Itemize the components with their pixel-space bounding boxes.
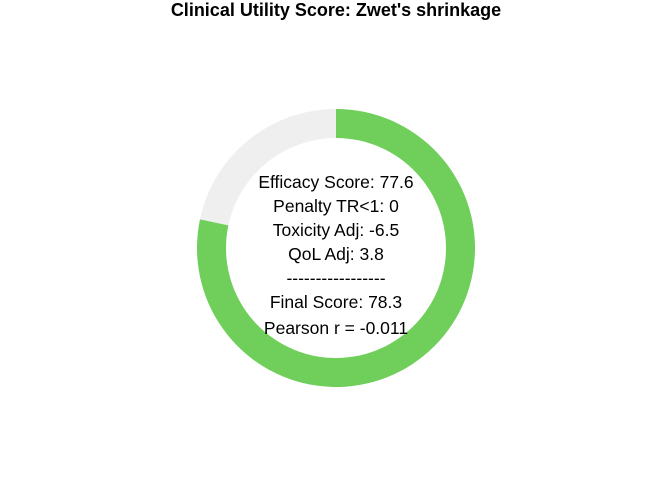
qol-adjustment-label: QoL Adj: 3.8 (288, 244, 384, 264)
chart-title: Clinical Utility Score: Zwet's shrinkage (171, 0, 501, 20)
efficacy-score-label: Efficacy Score: 77.6 (258, 172, 413, 192)
final-score-label: Final Score: 78.3 (270, 292, 402, 312)
remaining-arc (199, 109, 336, 226)
toxicity-adjustment-label: Toxicity Adj: -6.5 (273, 220, 399, 240)
center-summary: Efficacy Score: 77.6 Penalty TR<1: 0 Tox… (258, 172, 413, 338)
penalty-label: Penalty TR<1: 0 (273, 196, 399, 216)
separator-line: ----------------- (286, 268, 385, 288)
pearson-r-label: Pearson r = -0.011 (264, 318, 408, 338)
